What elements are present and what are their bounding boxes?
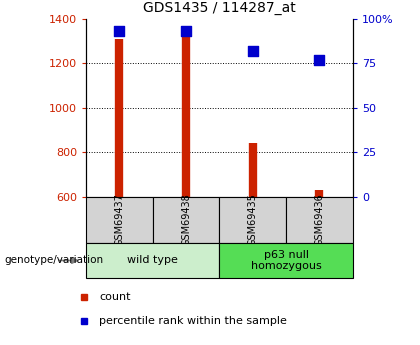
Point <box>116 29 123 34</box>
Bar <box>153 197 220 243</box>
Text: GSM69438: GSM69438 <box>181 194 191 246</box>
Text: count: count <box>99 292 131 302</box>
Bar <box>86 197 153 243</box>
Title: GDS1435 / 114287_at: GDS1435 / 114287_at <box>143 1 296 15</box>
Text: GSM69436: GSM69436 <box>315 194 325 246</box>
Point <box>316 57 323 62</box>
Bar <box>286 197 353 243</box>
Point <box>183 29 189 34</box>
Bar <box>86 243 220 278</box>
Bar <box>220 243 353 278</box>
Bar <box>220 197 286 243</box>
Text: wild type: wild type <box>127 256 178 265</box>
Point <box>249 48 256 54</box>
Text: p63 null
homozygous: p63 null homozygous <box>251 250 321 271</box>
Text: GSM69437: GSM69437 <box>114 194 124 246</box>
Text: percentile rank within the sample: percentile rank within the sample <box>99 316 287 326</box>
Text: genotype/variation: genotype/variation <box>4 256 103 265</box>
Text: GSM69435: GSM69435 <box>248 194 258 246</box>
